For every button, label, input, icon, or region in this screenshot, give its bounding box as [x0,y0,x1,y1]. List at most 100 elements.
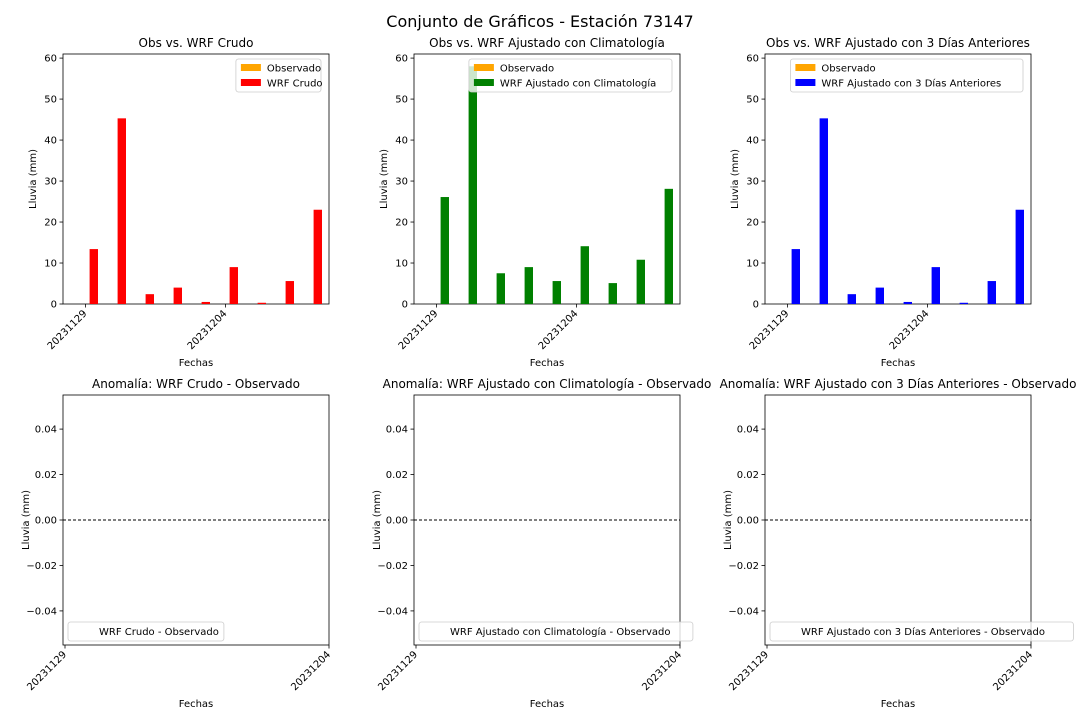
legend-label: WRF Crudo [267,79,323,90]
y-axis-label: Lluvia (mm) [379,149,390,209]
subplot-title: Anomalía: WRF Ajustado con 3 Días Anteri… [720,377,1077,391]
legend-label: Observado [267,64,321,75]
legend-label: WRF Ajustado con Climatología - Observad… [450,626,671,638]
y-tick-label: −0.04 [377,606,408,617]
bar [440,197,449,304]
legend-swatch [473,64,494,71]
x-tick-label: 20231204 [640,649,684,693]
x-tick-label: 20231204 [537,308,581,352]
y-tick-label: 0 [51,300,57,311]
y-tick-label: 0 [753,300,759,311]
y-tick-label: 0.00 [737,516,759,527]
x-axis-label: Fechas [530,699,565,710]
x-tick-label: 20231129 [727,649,771,693]
y-tick-label: 30 [746,177,759,188]
x-tick-label: 20231204 [991,649,1035,693]
legend-label: Observado [821,64,875,75]
bar [257,302,266,304]
legend-label: WRF Crudo - Observado [99,627,219,638]
axes-frame [413,53,681,305]
y-tick-label: 60 [395,54,408,65]
legend-swatch [240,79,261,86]
x-axis-label: Fechas [881,699,916,710]
legend-label: WRF Ajustado con 3 Días Anteriores [821,78,1001,90]
subplot-2: Obs vs. WRF Ajustado con Climatología 0 10… [379,36,681,369]
x-tick-label: 20231129 [376,649,420,693]
y-tick-label: 50 [44,95,57,106]
y-tick-label: 10 [746,259,759,270]
y-tick-label: 0.04 [35,425,57,436]
y-axis-label: Lluvia (mm) [723,490,734,550]
y-axis-label: Lluvia (mm) [372,490,383,550]
bar [313,209,322,304]
legend-swatch [473,79,494,86]
bar [145,294,154,304]
x-tick-label: 20231129 [748,308,792,352]
y-tick-label: 20 [746,218,759,229]
x-axis-label: Fechas [179,699,214,710]
y-tick-label: 60 [746,54,759,65]
bar [1015,209,1024,304]
legend-box [468,58,673,93]
y-tick-label: 40 [746,136,759,147]
y-axis-label: Lluvia (mm) [21,490,32,550]
y-tick-label: 0.00 [386,516,408,527]
legend-box [769,621,1074,642]
legend-swatch [795,64,816,71]
bar [285,281,294,304]
subplot-5: Anomalía: WRF Ajustado con Climatología … [372,377,711,710]
y-axis-label: Lluvia (mm) [28,149,39,209]
y-tick-label: 0.04 [737,425,759,436]
y-tick-label: 0.02 [737,470,759,481]
y-tick-label: −0.04 [26,606,57,617]
y-tick-label: 60 [44,54,57,65]
y-tick-label: −0.02 [377,561,408,572]
bar [552,281,561,304]
x-tick-label: 20231204 [888,308,932,352]
y-tick-label: −0.04 [728,606,759,617]
x-tick-label: 20231204 [186,308,230,352]
x-tick-label: 20231129 [25,649,69,693]
bar [89,249,98,304]
legend-box [790,58,1024,93]
bar [201,301,210,304]
y-tick-label: −0.02 [26,561,57,572]
y-tick-label: 0.02 [386,470,408,481]
bar [496,273,505,304]
subplot-title: Obs vs. WRF Ajustado con 3 Días Anterior… [766,36,1030,50]
subplot-title: Anomalía: WRF Crudo - Observado [92,377,300,391]
bar [931,267,940,304]
y-tick-label: 0 [402,300,408,311]
subplot-6: Anomalía: WRF Ajustado con 3 Días Anteri… [720,377,1077,710]
x-axis-label: Fechas [881,358,916,369]
bar [608,283,617,304]
y-tick-label: 0.00 [35,516,57,527]
axes-frame [764,53,1032,305]
figure-title: Conjunto de Gráficos - Estación 73147 [386,12,693,31]
bar [959,302,968,304]
y-tick-label: 40 [44,136,57,147]
bar [117,118,126,304]
x-axis-label: Fechas [530,358,565,369]
bar [903,301,912,304]
y-tick-label: 50 [395,95,408,106]
bar [636,259,645,304]
legend-box [418,621,694,642]
subplot-title: Anomalía: WRF Ajustado con Climatología … [383,377,712,391]
y-tick-label: 40 [395,136,408,147]
y-tick-label: 30 [395,177,408,188]
y-tick-label: 20 [395,218,408,229]
y-tick-label: 20 [44,218,57,229]
legend-swatch [240,64,261,71]
legend-label: WRF Ajustado con 3 Días Anteriores - Obs… [801,626,1045,638]
y-tick-label: 30 [44,177,57,188]
subplot-title: Obs vs. WRF Crudo [139,36,254,50]
legend-box [67,621,225,642]
axes-frame [62,53,330,305]
x-axis-label: Fechas [179,358,214,369]
y-tick-label: 10 [44,259,57,270]
bar [173,287,182,304]
y-tick-label: 0.04 [386,425,408,436]
